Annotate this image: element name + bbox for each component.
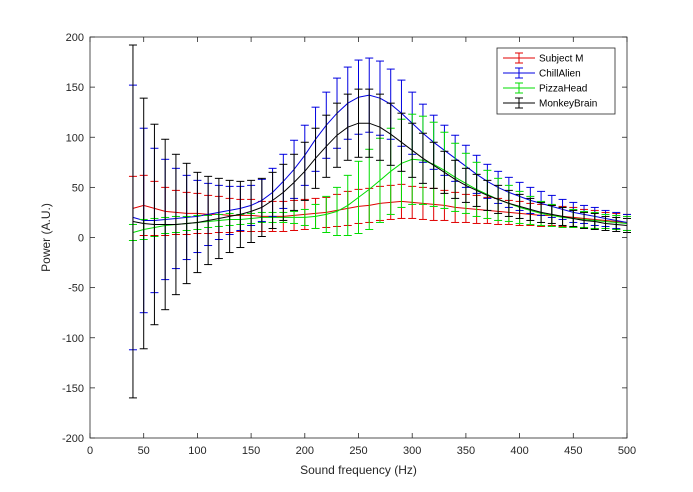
x-tick-label: 500	[618, 445, 636, 457]
y-tick-label: 50	[72, 182, 84, 194]
error-bar	[128, 44, 137, 399]
y-axis-ticks: -200 -150 -100 -50 0 50 100 150 200	[62, 32, 627, 445]
x-tick-label: 0	[87, 445, 93, 457]
legend-label: ChillAlien	[539, 69, 581, 80]
x-tick-label: 250	[349, 445, 367, 457]
y-tick-label: -150	[62, 383, 84, 395]
y-tick-label: 200	[66, 32, 84, 44]
x-tick-label: 350	[457, 445, 475, 457]
x-tick-label: 150	[242, 445, 260, 457]
legend-label: Subject M	[539, 54, 583, 65]
y-tick-label: -100	[62, 333, 84, 345]
legend-item: ChillAlien	[503, 67, 581, 80]
legend-item: PizzaHead	[503, 82, 587, 95]
series-line-pizzahead	[132, 158, 628, 233]
series-layer	[128, 44, 631, 399]
legend-item: Subject M	[503, 52, 583, 65]
x-axis-ticks: 0 50 100 150 200 250 300 350 400 450 500	[87, 37, 636, 457]
series-monkeybrain	[128, 44, 631, 399]
x-tick-label: 50	[138, 445, 150, 457]
y-tick-label: -50	[68, 283, 84, 295]
legend: Subject M ChillAlien PizzaHead MonkeyBrain	[496, 47, 616, 115]
y-tick-label: 150	[66, 82, 84, 94]
y-tick-label: 100	[66, 132, 84, 144]
x-tick-label: 400	[510, 445, 528, 457]
y-axis-label: Power (A.U.)	[39, 203, 53, 272]
x-tick-label: 300	[403, 445, 421, 457]
x-axis-label: Sound frequency (Hz)	[300, 463, 417, 477]
x-tick-label: 450	[564, 445, 582, 457]
x-tick-label: 200	[296, 445, 314, 457]
legend-label: PizzaHead	[539, 84, 587, 95]
legend-label: MonkeyBrain	[539, 99, 597, 110]
y-tick-label: 0	[78, 233, 84, 245]
series-line-monkeybrain	[132, 122, 628, 226]
x-tick-label: 100	[188, 445, 206, 457]
y-tick-label: -200	[62, 433, 84, 445]
legend-item: MonkeyBrain	[503, 97, 597, 110]
